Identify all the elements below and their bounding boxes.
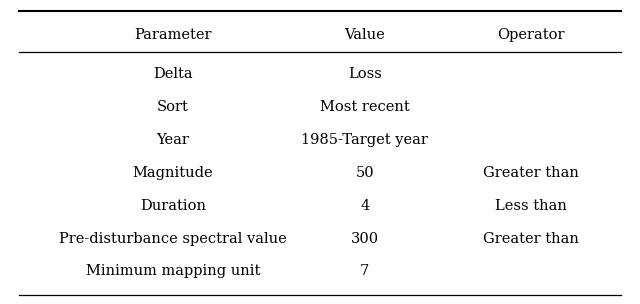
Text: Most recent: Most recent	[320, 100, 410, 114]
Text: 7: 7	[360, 264, 369, 278]
Text: Operator: Operator	[497, 28, 565, 42]
Text: 4: 4	[360, 199, 369, 213]
Text: 1985-Target year: 1985-Target year	[301, 133, 428, 147]
Text: Sort: Sort	[157, 100, 189, 114]
Text: Greater than: Greater than	[483, 232, 579, 246]
Text: Delta: Delta	[153, 67, 193, 81]
Text: Year: Year	[156, 133, 189, 147]
Text: Value: Value	[344, 28, 385, 42]
Text: Duration: Duration	[140, 199, 206, 213]
Text: Pre-disturbance spectral value: Pre-disturbance spectral value	[59, 232, 287, 246]
Text: Less than: Less than	[495, 199, 567, 213]
Text: Minimum mapping unit: Minimum mapping unit	[86, 264, 260, 278]
Text: 50: 50	[355, 166, 374, 180]
Text: Greater than: Greater than	[483, 166, 579, 180]
Text: Parameter: Parameter	[134, 28, 212, 42]
Text: 300: 300	[351, 232, 379, 246]
Text: Magnitude: Magnitude	[132, 166, 213, 180]
Text: Loss: Loss	[348, 67, 381, 81]
